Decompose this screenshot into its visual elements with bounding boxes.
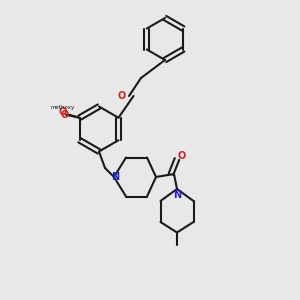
Text: O: O xyxy=(118,91,126,101)
Text: N: N xyxy=(173,190,181,200)
Text: N: N xyxy=(111,172,120,182)
Text: methoxy: methoxy xyxy=(51,105,75,110)
Text: O: O xyxy=(59,107,67,117)
Text: O: O xyxy=(61,110,69,120)
Text: O: O xyxy=(177,151,186,161)
